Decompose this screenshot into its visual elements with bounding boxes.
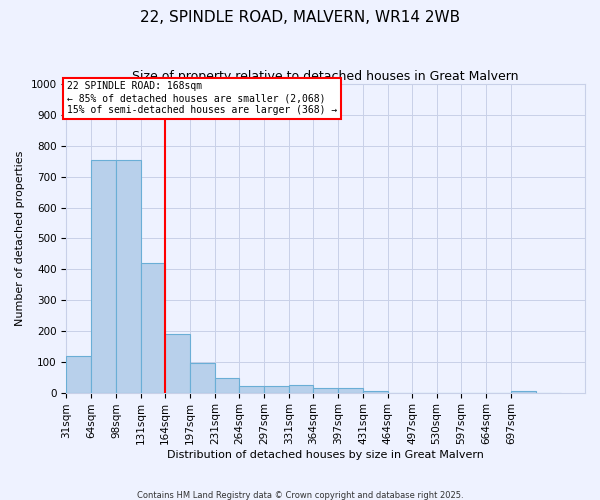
- Bar: [338, 388, 363, 392]
- Bar: [363, 391, 388, 392]
- Bar: [67, 356, 91, 393]
- Y-axis label: Number of detached properties: Number of detached properties: [15, 150, 25, 326]
- Bar: [313, 388, 338, 392]
- Bar: [264, 386, 289, 392]
- X-axis label: Distribution of detached houses by size in Great Malvern: Distribution of detached houses by size …: [167, 450, 484, 460]
- Bar: [140, 263, 165, 392]
- Bar: [511, 391, 536, 392]
- Bar: [165, 334, 190, 392]
- Bar: [239, 386, 264, 392]
- Bar: [91, 160, 116, 392]
- Bar: [289, 385, 313, 392]
- Title: Size of property relative to detached houses in Great Malvern: Size of property relative to detached ho…: [133, 70, 519, 83]
- Text: Contains HM Land Registry data © Crown copyright and database right 2025.: Contains HM Land Registry data © Crown c…: [137, 490, 463, 500]
- Text: 22, SPINDLE ROAD, MALVERN, WR14 2WB: 22, SPINDLE ROAD, MALVERN, WR14 2WB: [140, 10, 460, 25]
- Bar: [116, 160, 140, 392]
- Bar: [215, 378, 239, 392]
- Bar: [190, 362, 215, 392]
- Text: 22 SPINDLE ROAD: 168sqm
← 85% of detached houses are smaller (2,068)
15% of semi: 22 SPINDLE ROAD: 168sqm ← 85% of detache…: [67, 82, 337, 114]
